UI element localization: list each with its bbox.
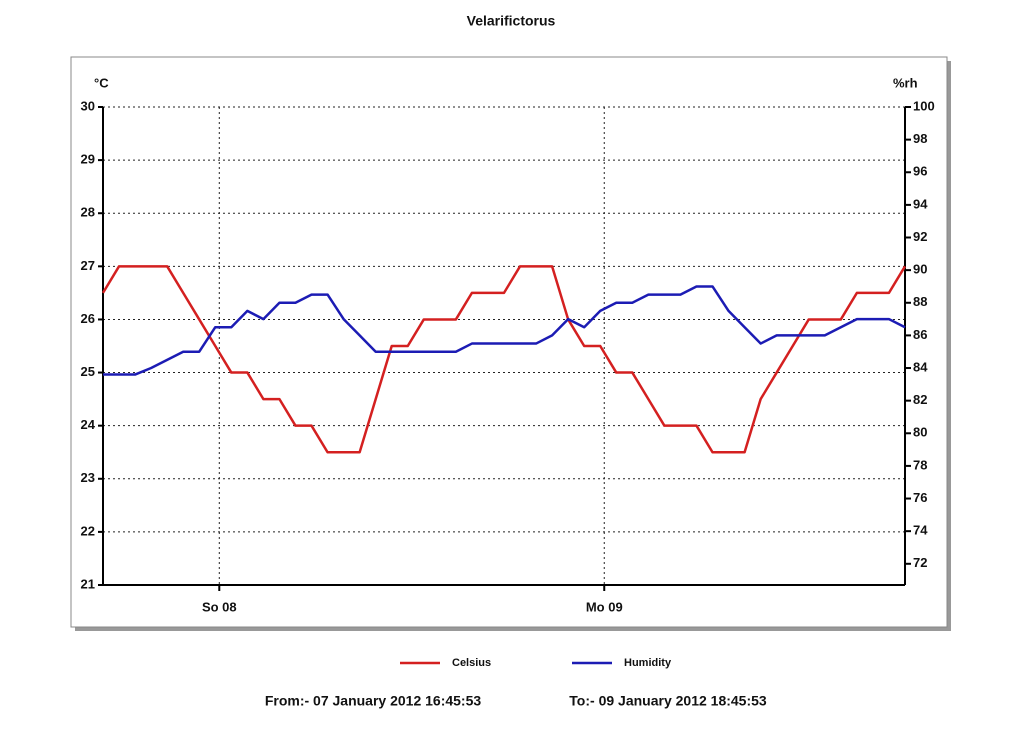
y2-tick-label: 86 (913, 327, 927, 342)
y2-tick-label: 94 (913, 196, 928, 211)
y2-tick-label: 82 (913, 392, 927, 407)
y2-tick-label: 96 (913, 164, 927, 179)
series-line (103, 285, 906, 376)
footer-to: To:- 09 January 2012 18:45:53 (569, 693, 767, 709)
legend-label: Celsius (452, 657, 491, 669)
y-tick-label: 24 (81, 417, 96, 432)
y2-axis-label: %rh (893, 75, 918, 90)
y-tick-label: 21 (81, 576, 95, 591)
y-tick-label: 29 (81, 152, 95, 167)
y-tick-label: 27 (81, 258, 95, 273)
y2-tick-label: 90 (913, 262, 927, 277)
x-tick-label: Mo 09 (586, 599, 623, 614)
y2-tick-label: 76 (913, 490, 927, 505)
y-tick-label: 30 (81, 98, 95, 113)
y2-tick-label: 80 (913, 425, 927, 440)
y2-tick-label: 74 (913, 523, 928, 538)
y2-tick-label: 98 (913, 131, 927, 146)
y-tick-label: 25 (81, 364, 95, 379)
y-tick-label: 23 (81, 470, 95, 485)
y2-tick-label: 78 (913, 457, 927, 472)
legend-label: Humidity (624, 657, 672, 669)
chart-title: Velarifictorus (467, 13, 556, 29)
y-axis-label: °C (94, 75, 109, 90)
series-line (101, 265, 907, 454)
y-tick-label: 28 (81, 205, 95, 220)
frame (70, 56, 948, 628)
y-tick-label: 22 (81, 523, 95, 538)
footer-from: From:- 07 January 2012 16:45:53 (265, 693, 482, 709)
y2-tick-label: 72 (913, 555, 927, 570)
y2-tick-label: 92 (913, 229, 927, 244)
y2-tick-label: 100 (913, 98, 935, 113)
y2-tick-label: 84 (913, 359, 928, 374)
x-tick-label: So 08 (202, 599, 237, 614)
y2-tick-label: 88 (913, 294, 927, 309)
y-tick-label: 26 (81, 311, 95, 326)
